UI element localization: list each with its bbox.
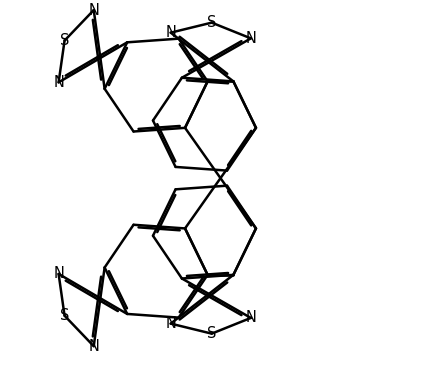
- Text: N: N: [165, 25, 176, 40]
- Text: N: N: [246, 31, 256, 46]
- Text: N: N: [88, 3, 99, 18]
- Text: N: N: [53, 75, 64, 90]
- Text: S: S: [207, 326, 217, 341]
- Text: S: S: [60, 33, 69, 48]
- Text: N: N: [88, 339, 99, 354]
- Text: N: N: [53, 266, 64, 282]
- Text: N: N: [246, 310, 256, 325]
- Text: S: S: [207, 15, 217, 30]
- Text: S: S: [60, 308, 69, 323]
- Text: N: N: [165, 316, 176, 331]
